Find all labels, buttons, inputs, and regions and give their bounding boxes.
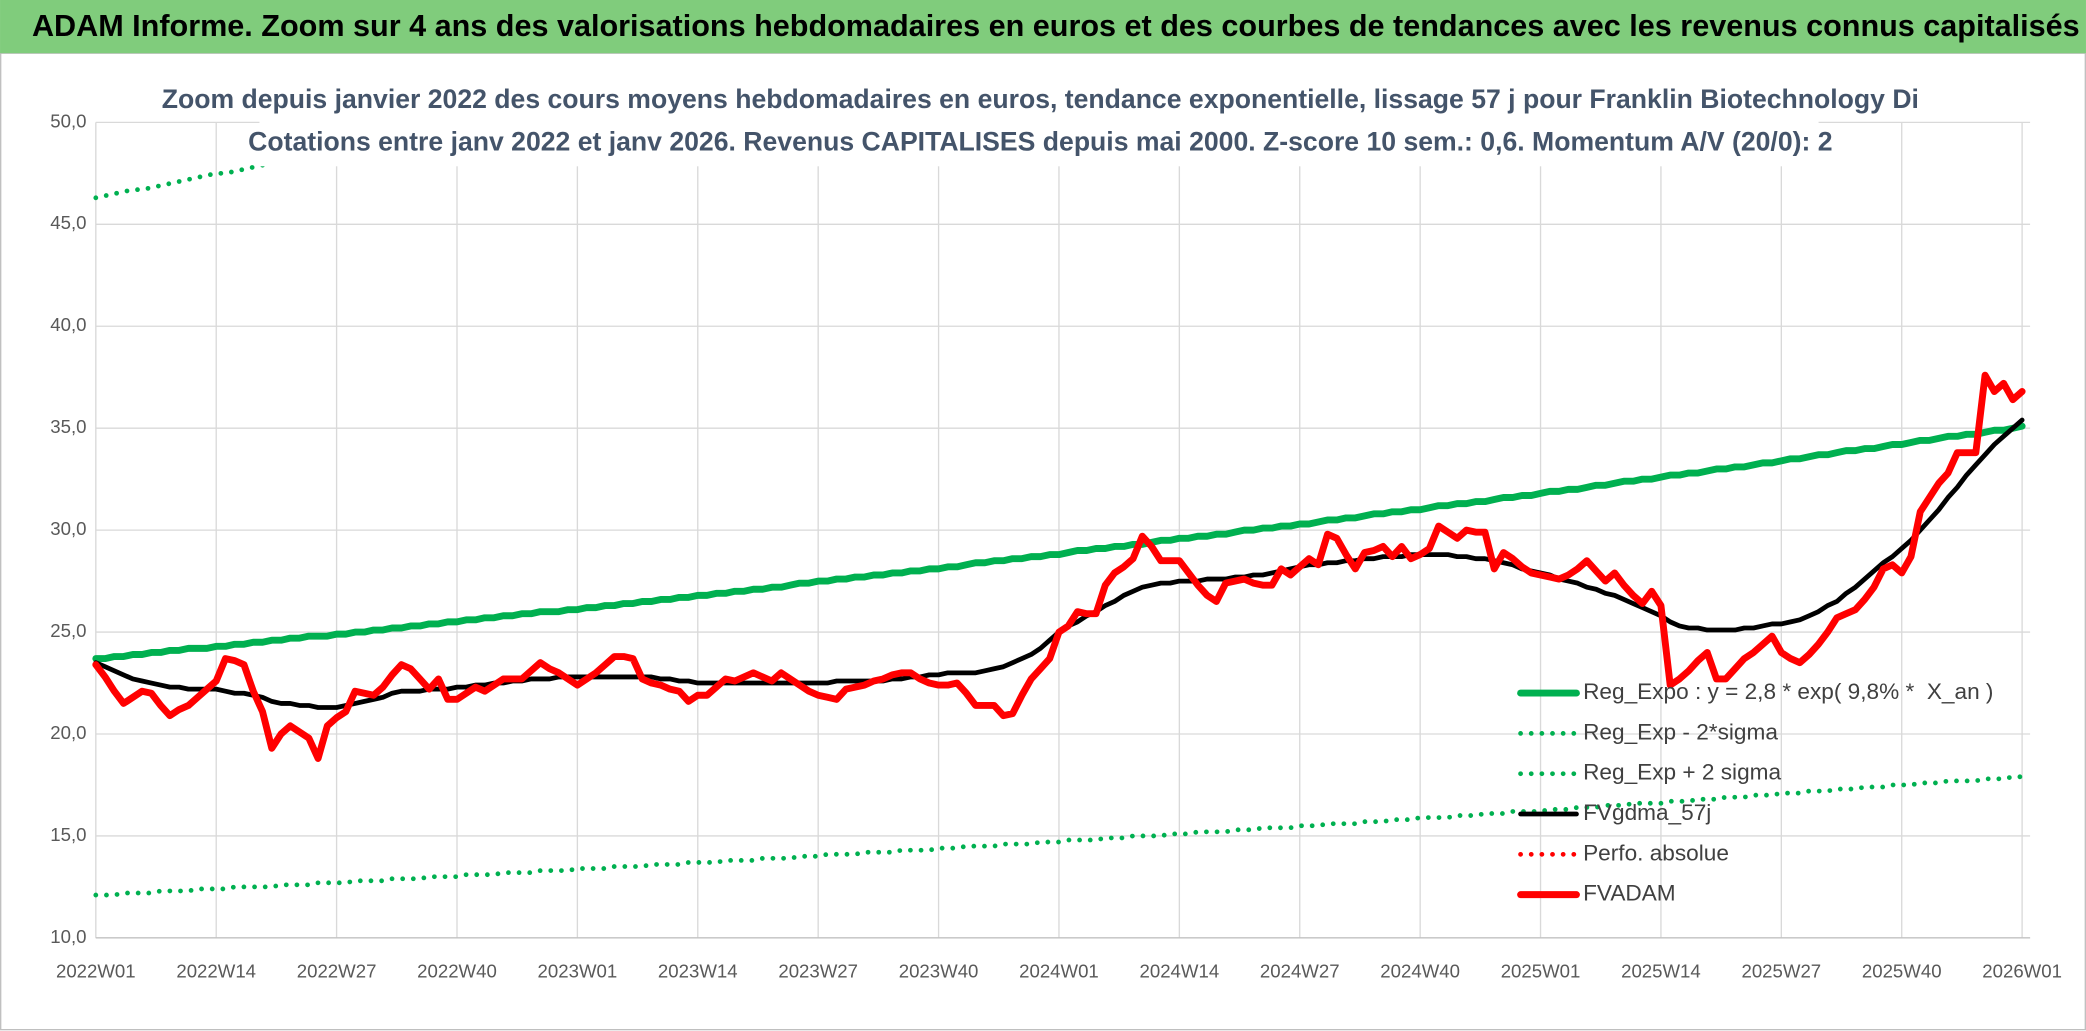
page-header: ADAM Informe. Zoom sur 4 ans des valoris… xyxy=(32,9,2080,43)
legend-label: Reg_Expo : y = 2,8 * exp( 9,8% * X_an ) xyxy=(1583,679,1993,704)
title-box xyxy=(259,73,1819,167)
x-tick-label: 2026W01 xyxy=(1982,960,2062,981)
x-tick-label: 2024W27 xyxy=(1260,960,1340,981)
y-tick-label: 15,0 xyxy=(50,824,86,845)
legend-label: Perfo. absolue xyxy=(1583,840,1729,865)
x-tick-label: 2025W14 xyxy=(1621,960,1701,981)
y-tick-label: 40,0 xyxy=(50,314,86,335)
x-tick-label: 2024W40 xyxy=(1380,960,1460,981)
chart-subtitle: Cotations entre janv 2022 et janv 2026. … xyxy=(248,127,1832,157)
x-tick-label: 2024W01 xyxy=(1019,960,1099,981)
x-tick-label: 2025W40 xyxy=(1862,960,1942,981)
chart-title: Zoom depuis janvier 2022 des cours moyen… xyxy=(162,84,1919,114)
legend-label: Reg_Exp - 2*sigma xyxy=(1583,719,1778,744)
y-tick-label: 30,0 xyxy=(50,518,86,539)
legend-label: Reg_Exp + 2 sigma xyxy=(1583,760,1781,785)
x-tick-label: 2023W01 xyxy=(538,960,618,981)
x-tick-label: 2022W01 xyxy=(56,960,136,981)
x-tick-label: 2023W14 xyxy=(658,960,738,981)
series-line xyxy=(93,774,2025,898)
x-tick-label: 2025W27 xyxy=(1741,960,1821,981)
x-tick-label: 2023W40 xyxy=(899,960,979,981)
legend: Reg_Expo : y = 2,8 * exp( 9,8% * X_an ) R… xyxy=(1517,679,1993,906)
x-tick-label: 2022W40 xyxy=(417,960,497,981)
plot xyxy=(92,122,2026,898)
y-tick-label: 35,0 xyxy=(50,416,86,437)
y-tick-label: 45,0 xyxy=(50,212,86,233)
series-line xyxy=(92,371,2026,762)
header-band xyxy=(0,0,2086,54)
x-tick-label: 2022W27 xyxy=(297,960,377,981)
x-tick-label: 2023W27 xyxy=(778,960,858,981)
x-tick-label: 2022W14 xyxy=(176,960,256,981)
series-line xyxy=(92,422,2026,663)
y-tick-label: 20,0 xyxy=(50,722,86,743)
ticks: 10,0 15,0 20,0 25,0 30,0 35,0 40,0 45,0 50,0 2022… xyxy=(50,110,2062,981)
legend-label: FVADAM xyxy=(1583,881,1676,906)
legend-label: FVgdma_57j xyxy=(1583,800,1711,825)
x-tick-label: 2025W01 xyxy=(1501,960,1581,981)
y-tick-label: 25,0 xyxy=(50,620,86,641)
y-tick-label: 50,0 xyxy=(50,110,86,131)
x-tick-label: 2024W14 xyxy=(1140,960,1220,981)
y-tick-label: 10,0 xyxy=(50,926,86,947)
